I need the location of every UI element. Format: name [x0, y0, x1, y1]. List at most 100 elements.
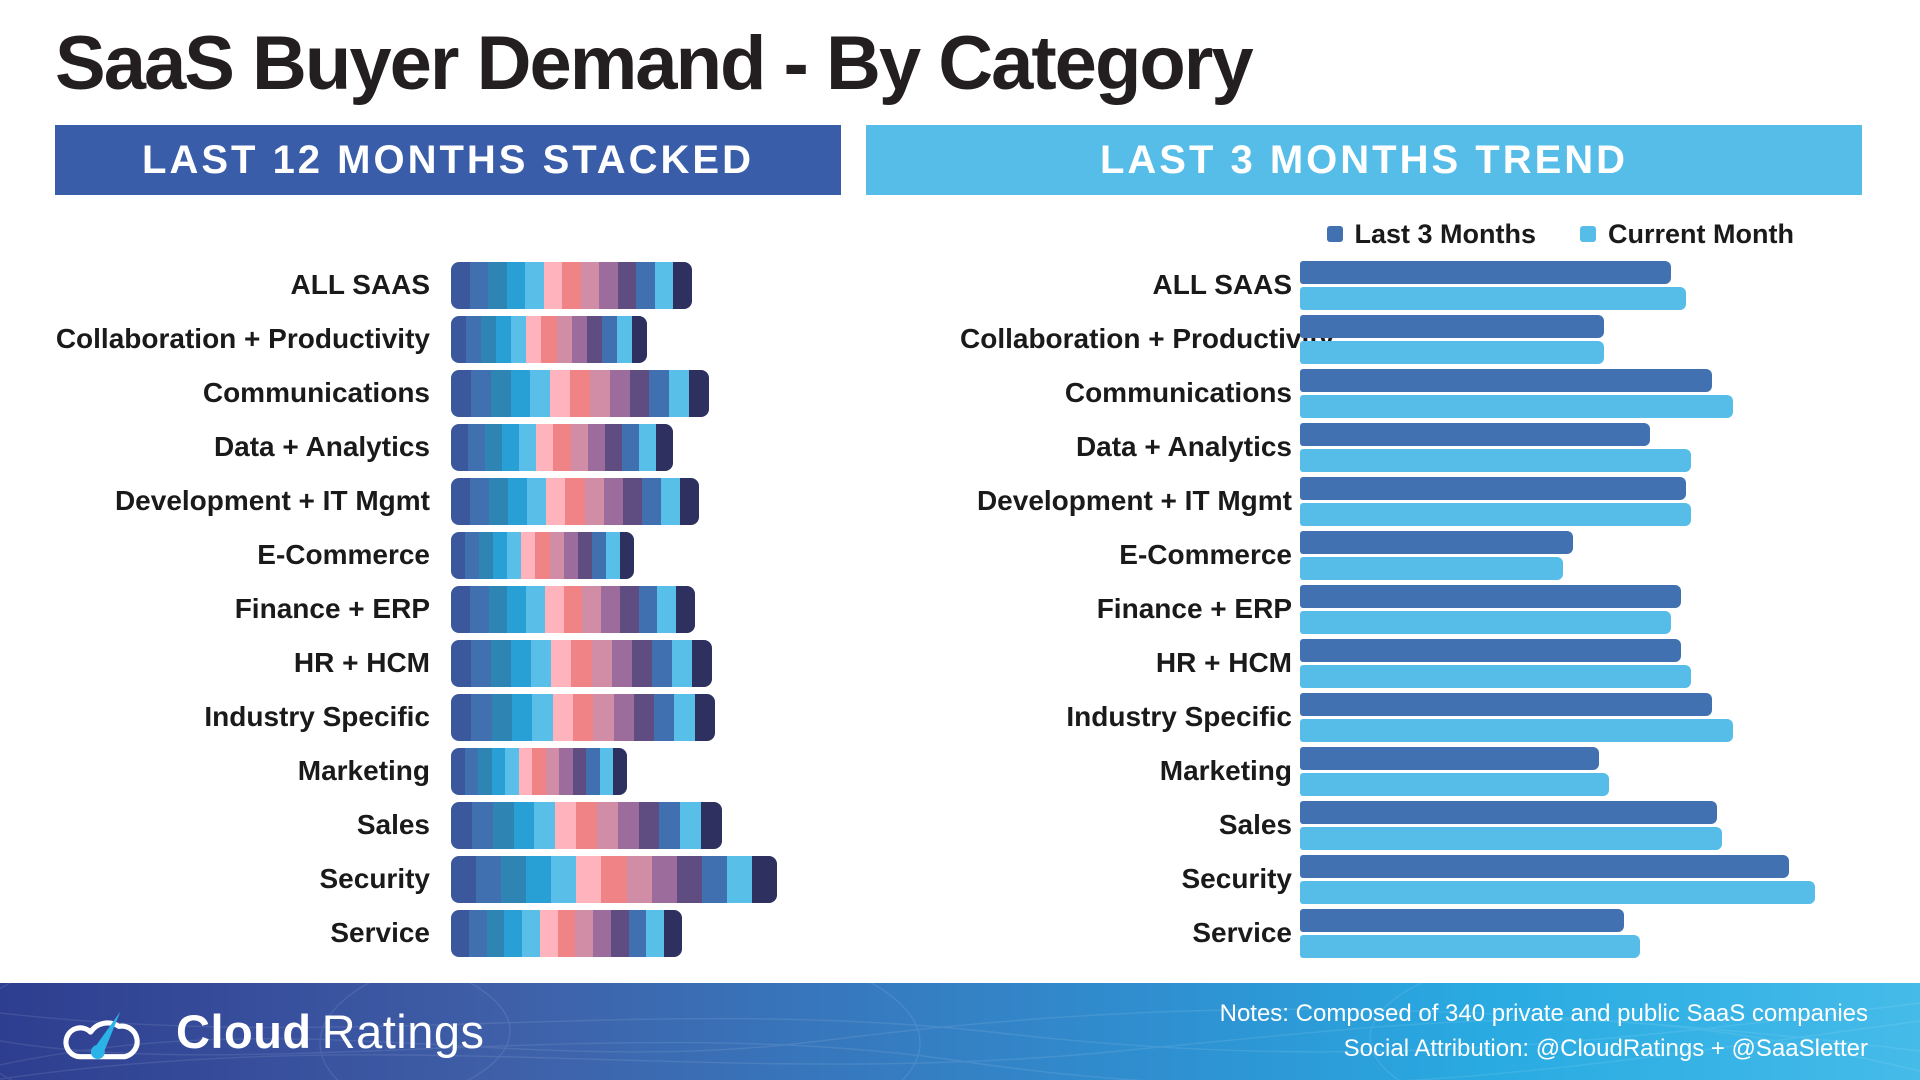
month-segment: [508, 477, 528, 525]
month-segment: [504, 909, 523, 957]
trend-bar-current-month: [1300, 448, 1691, 472]
category-label: Communications: [202, 377, 430, 408]
category-label: ALL SAAS: [1152, 269, 1293, 300]
month-segment: [633, 693, 655, 741]
month-segment: [629, 369, 650, 417]
trend-row-data-analytics: Data + Analytics: [960, 420, 1920, 474]
trend-bar-last-3-months: [1300, 368, 1712, 392]
stacked-row-development-it-mgmt: Development + IT Mgmt: [0, 474, 960, 528]
month-segment: [638, 585, 658, 633]
right-panel-header: LAST 3 MONTHS TREND: [866, 125, 1862, 195]
month-segment: [451, 855, 477, 903]
month-segment: [550, 369, 571, 417]
month-segment: [587, 423, 605, 471]
month-segment: [451, 693, 472, 741]
month-segment: [576, 855, 602, 903]
trend-bar-last-3-months: [1300, 638, 1681, 662]
month-segment: [507, 585, 527, 633]
month-segment: [591, 639, 612, 687]
month-segment: [638, 801, 660, 849]
month-segment: [551, 855, 577, 903]
month-segment: [676, 585, 695, 633]
month-segment: [511, 639, 532, 687]
legend-label: Last 3 Months: [1354, 218, 1537, 249]
month-segment: [671, 639, 692, 687]
month-segment: [599, 261, 618, 309]
trend-bar-current-month: [1300, 934, 1640, 958]
month-segment: [510, 369, 531, 417]
month-segment: [619, 531, 634, 579]
legend-swatch-icon: [1326, 226, 1343, 242]
month-segment: [491, 747, 506, 795]
trend-row-sales: Sales: [960, 798, 1920, 852]
month-segment: [701, 801, 722, 849]
category-label: Marketing: [297, 755, 430, 786]
month-segment: [518, 747, 533, 795]
trend-bar-current-month: [1300, 880, 1815, 904]
month-segment: [451, 261, 470, 309]
stacked-row-security: Security: [0, 852, 960, 906]
month-segment: [451, 423, 469, 471]
category-label: HR + HCM: [293, 647, 430, 678]
category-label: HR + HCM: [1155, 647, 1292, 678]
month-segment: [465, 531, 480, 579]
trend-bar-last-3-months: [1300, 260, 1671, 284]
trend-row-marketing: Marketing: [960, 744, 1920, 798]
month-segment: [451, 531, 466, 579]
month-segment: [591, 531, 606, 579]
stacked-bar: [451, 585, 695, 633]
cloud-ratings-logo: [63, 1010, 140, 1059]
trend-row-e-commerce: E-Commerce: [960, 528, 1920, 582]
month-segment: [571, 315, 587, 363]
trend-row-service: Service: [960, 906, 1920, 960]
month-segment: [492, 801, 514, 849]
month-segment: [451, 585, 470, 633]
month-segment: [502, 423, 520, 471]
category-label: Service: [330, 917, 430, 948]
stacked-row-sales: Sales: [0, 798, 960, 852]
stacked-bar: [451, 531, 634, 579]
month-segment: [593, 909, 611, 957]
month-segment: [530, 369, 551, 417]
stacked-bar: [451, 369, 709, 417]
month-segment: [469, 261, 489, 309]
month-segment: [584, 477, 604, 525]
category-label: Collaboration + Productivity: [960, 323, 1335, 354]
month-segment: [493, 531, 508, 579]
month-segment: [553, 423, 571, 471]
month-segment: [599, 747, 614, 795]
stacked-row-finance-erp: Finance + ERP: [0, 582, 960, 636]
month-segment: [505, 747, 519, 795]
trend-bar-pair: [1300, 368, 1733, 418]
month-segment: [563, 585, 583, 633]
month-segment: [638, 423, 656, 471]
category-label: Industry Specific: [1066, 701, 1292, 732]
trend-row-collaboration-productivity: Collaboration + Productivity: [960, 312, 1920, 366]
month-segment: [680, 801, 702, 849]
month-segment: [525, 261, 544, 309]
month-segment: [507, 531, 522, 579]
trend-row-all-saas: ALL SAAS: [960, 258, 1920, 312]
month-segment: [526, 585, 545, 633]
stacked-row-hr-hcm: HR + HCM: [0, 636, 960, 690]
trend-bar-pair: [1300, 422, 1691, 472]
trend-bar-current-month: [1300, 772, 1609, 796]
month-segment: [543, 261, 563, 309]
month-segment: [501, 855, 527, 903]
left-panel-header-label: LAST 12 MONTHS STACKED: [142, 137, 754, 182]
month-segment: [576, 801, 597, 849]
month-segment: [471, 801, 493, 849]
month-segment: [544, 585, 564, 633]
trend-bar-current-month: [1300, 394, 1733, 418]
month-segment: [513, 801, 535, 849]
stacked-row-marketing: Marketing: [0, 744, 960, 798]
month-segment: [469, 585, 489, 633]
month-segment: [506, 261, 526, 309]
category-label: Development + IT Mgmt: [976, 485, 1292, 516]
month-segment: [621, 423, 639, 471]
trend-bar-pair: [1300, 476, 1691, 526]
category-label: ALL SAAS: [290, 269, 431, 300]
trend-bar-last-3-months: [1300, 584, 1681, 608]
month-segment: [563, 531, 578, 579]
trend-bar-pair: [1300, 260, 1686, 310]
